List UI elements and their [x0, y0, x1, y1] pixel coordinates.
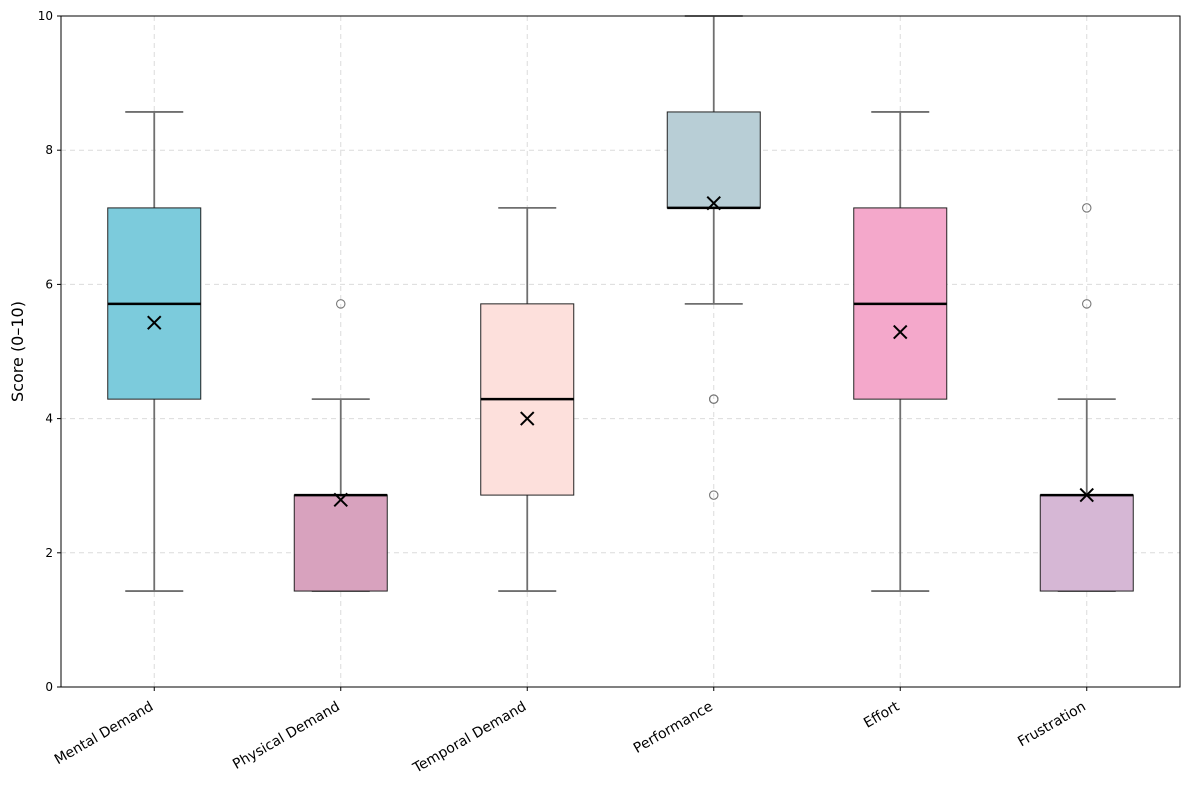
y-tick-label: 4: [45, 412, 53, 426]
y-axis-title: Score (0–10): [8, 301, 27, 402]
x-tick-label: Temporal Demand: [410, 699, 530, 777]
x-tick-label: Physical Demand: [230, 699, 343, 773]
box-group: [480, 207, 575, 592]
plot-frame: [60, 15, 1181, 688]
x-axis-ticks: Mental Demand Physical Demand Temporal Dem…: [52, 687, 1089, 777]
y-tick-label: 8: [45, 143, 53, 157]
y-tick-label: 10: [38, 9, 53, 23]
outlier-point: [1082, 299, 1092, 309]
outlier-point: [1082, 203, 1092, 213]
outlier-point: [335, 299, 346, 309]
y-tick-label: 0: [45, 680, 53, 694]
mean-marker: [1079, 487, 1094, 503]
mean-marker: [333, 492, 348, 507]
x-tick-label: Performance: [631, 699, 716, 757]
mean-marker: [520, 411, 535, 426]
x-tick-label: Effort: [861, 698, 903, 731]
mean-marker: [706, 196, 721, 211]
mean-marker: [893, 324, 908, 340]
grid: [61, 16, 1180, 687]
box-group: [666, 15, 761, 500]
box-group: [293, 299, 388, 592]
x-tick-label: Mental Demand: [52, 699, 156, 769]
outlier-point: [708, 490, 719, 500]
box-group: [107, 111, 202, 592]
iqr-box: [666, 111, 761, 209]
y-tick-label: 2: [45, 546, 53, 560]
boxes: [107, 15, 1134, 592]
y-tick-label: 6: [45, 277, 53, 291]
box-group: [853, 111, 948, 592]
x-tick-label: Frustration: [1015, 699, 1088, 751]
outlier-point: [708, 394, 719, 404]
y-axis-ticks: 0 2 4 6 8 10: [38, 9, 61, 694]
box-group: [1039, 203, 1134, 592]
mean-marker: [147, 315, 162, 330]
iqr-box: [293, 494, 388, 592]
iqr-box: [1039, 494, 1134, 592]
